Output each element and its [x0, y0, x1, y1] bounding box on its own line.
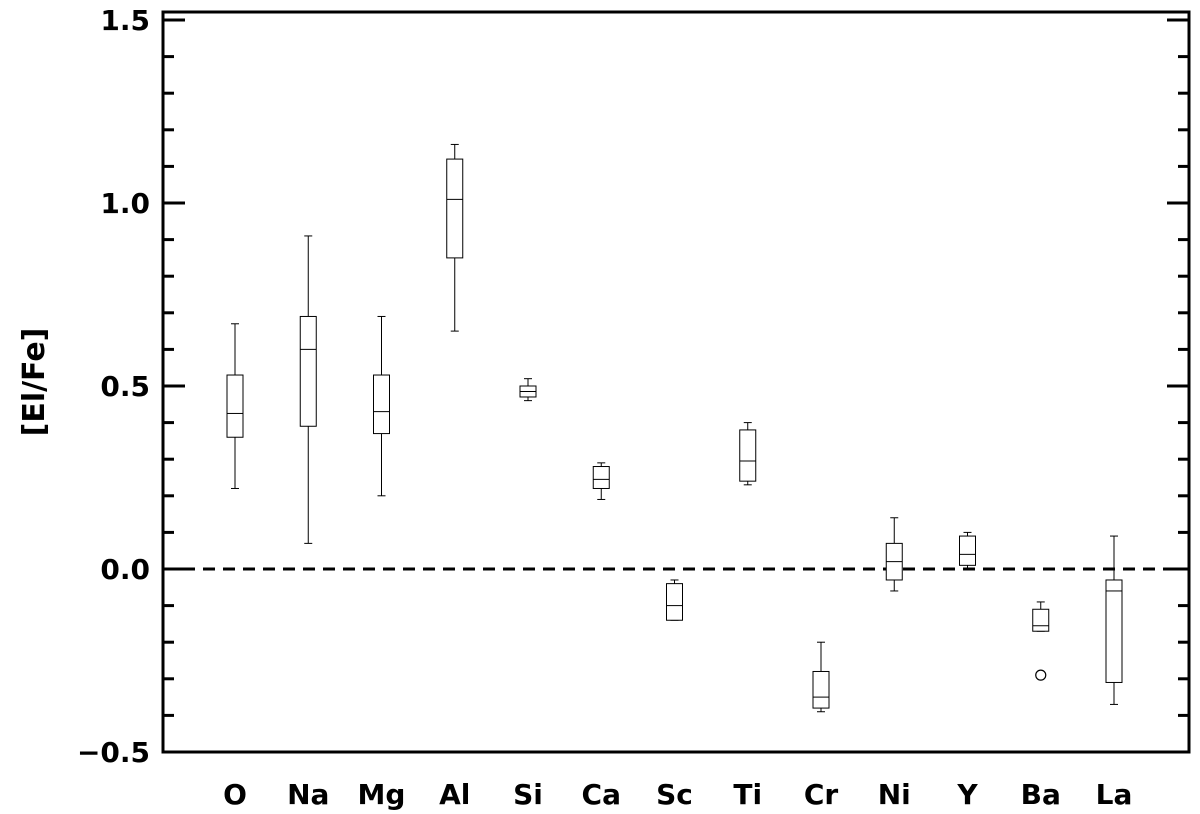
box-ti — [739, 422, 757, 486]
interquartile-box — [1105, 579, 1123, 683]
box-marks — [226, 143, 1123, 713]
outlier-point — [1035, 669, 1047, 681]
x-tick-label: O — [223, 778, 247, 811]
box-cr — [812, 641, 830, 713]
x-tick-label: Mg — [358, 778, 406, 811]
interquartile-box — [739, 429, 757, 482]
y-tick-label: 1.0 — [100, 187, 150, 220]
y-tick-label: 0.5 — [100, 370, 150, 403]
interquartile-box — [959, 535, 976, 566]
box-ni — [885, 517, 903, 592]
x-tick-label: Ti — [733, 778, 762, 811]
interquartile-box — [592, 466, 610, 489]
x-tick-label: Cr — [804, 778, 839, 811]
box-o — [226, 323, 244, 489]
x-tick-label: Ca — [582, 778, 621, 811]
x-tick-label: Ba — [1021, 778, 1061, 811]
box-na — [299, 235, 317, 544]
interquartile-box — [299, 315, 317, 427]
box-ca — [592, 462, 610, 500]
box-y — [959, 531, 976, 570]
y-tick-label: 1.5 — [100, 4, 150, 37]
box-al — [446, 143, 464, 332]
box-ba — [1032, 601, 1050, 681]
x-tick-label: La — [1096, 778, 1133, 811]
box-la — [1105, 535, 1123, 705]
interquartile-box — [812, 670, 830, 709]
axes-frame — [161, 10, 1191, 754]
interquartile-box — [1032, 608, 1050, 632]
box-sc — [666, 579, 683, 621]
y-tick-label: 0.0 — [100, 553, 150, 586]
interquartile-box — [373, 374, 390, 435]
x-tick-label: Al — [439, 778, 470, 811]
x-tick-label: Na — [287, 778, 329, 811]
y-tick-label: −0.5 — [77, 736, 150, 769]
plot-frame — [161, 10, 1191, 754]
x-tick-label: Ni — [878, 778, 911, 811]
box-si — [519, 378, 537, 402]
interquartile-box — [226, 374, 244, 438]
box-mg — [373, 315, 390, 497]
interquartile-box — [446, 158, 464, 259]
x-tick-label: Sc — [656, 778, 693, 811]
axis-labels: O Na Mg Al Si Ca Sc Ti Cr Ni Y Ba La −0.5 0.0 0.5 1.0 1.5… — [17, 4, 1132, 811]
x-tick-label: Si — [513, 778, 543, 811]
interquartile-box — [666, 583, 683, 621]
x-tick-label: Y — [956, 778, 978, 811]
y-axis-title: [El/Fe] — [17, 328, 52, 437]
